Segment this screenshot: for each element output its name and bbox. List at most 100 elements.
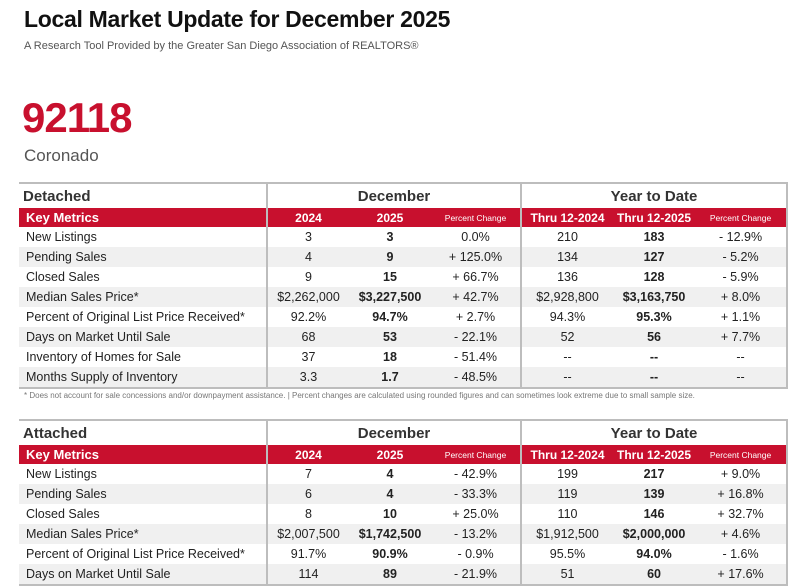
- ytd-prev-value: --: [521, 347, 614, 367]
- month-curr-value: $1,742,500: [349, 524, 431, 544]
- ytd-pct-change: + 9.0%: [695, 464, 789, 484]
- metric-label: Months Supply of Inventory: [19, 367, 267, 389]
- section-header-row: Detached December Year to Date: [19, 182, 789, 208]
- ytd-prev-header: Thru 12-2024: [521, 208, 614, 227]
- ytd-pct-change: + 4.6%: [695, 524, 789, 544]
- month-curr-value: $3,227,500: [349, 287, 431, 307]
- ytd-curr-value: $3,163,750: [613, 287, 696, 307]
- ytd-pct-change: + 7.7%: [695, 327, 789, 347]
- month-pct-change: - 42.9%: [431, 464, 523, 484]
- zip-code: 92118: [22, 94, 132, 141]
- month-curr-value: 53: [349, 327, 431, 347]
- ytd-prev-header: Thru 12-2024: [521, 445, 614, 464]
- ytd-curr-value: 95.3%: [613, 307, 696, 327]
- month-curr-value: 94.7%: [349, 307, 431, 327]
- month-curr-value: 90.9%: [349, 544, 431, 564]
- column-header-row: Key Metrics 2024 2025 Percent Change Thru 12…: [19, 208, 789, 227]
- ytd-group-header: Year to Date: [521, 419, 789, 445]
- ytd-prev-value: --: [521, 367, 614, 389]
- month-prev-value: 37: [266, 347, 349, 367]
- key-metrics-header: Key Metrics: [19, 208, 267, 227]
- month-pct-change: + 42.7%: [431, 287, 523, 307]
- ytd-curr-value: --: [613, 347, 696, 367]
- month-prev-value: 92.2%: [266, 307, 349, 327]
- month-curr-header: 2025: [349, 208, 431, 227]
- month-prev-value: 3: [266, 227, 349, 247]
- section-header-row: Attached December Year to Date: [19, 419, 789, 445]
- ytd-pct-change: - 1.6%: [695, 544, 789, 564]
- month-curr-value: 89: [349, 564, 431, 586]
- ytd-prev-value: $2,928,800: [521, 287, 614, 307]
- ytd-prev-value: 210: [521, 227, 614, 247]
- month-pct-change: - 33.3%: [431, 484, 523, 504]
- month-prev-value: 114: [266, 564, 349, 586]
- ytd-pct-header: Percent Change: [695, 208, 789, 227]
- ytd-pct-change: --: [695, 367, 789, 389]
- ytd-pct-change: - 5.2%: [695, 247, 789, 267]
- month-curr-header: 2025: [349, 445, 431, 464]
- table-row: Percent of Original List Price Received*…: [19, 307, 789, 327]
- metric-label: Pending Sales: [19, 247, 267, 267]
- month-curr-value: 1.7: [349, 367, 431, 389]
- metric-label: Pending Sales: [19, 484, 267, 504]
- month-curr-value: 4: [349, 464, 431, 484]
- month-curr-value: 4: [349, 484, 431, 504]
- month-pct-change: + 2.7%: [431, 307, 523, 327]
- ytd-curr-header: Thru 12-2025: [613, 208, 696, 227]
- table-row: Closed Sales 8 10 + 25.0% 110 146 + 32.7%: [19, 504, 789, 524]
- month-pct-header: Percent Change: [431, 445, 523, 464]
- table-row: Months Supply of Inventory 3.3 1.7- 48.5% -…: [19, 367, 789, 389]
- ytd-prev-value: 94.3%: [521, 307, 614, 327]
- ytd-curr-value: 183: [613, 227, 696, 247]
- ytd-prev-value: 134: [521, 247, 614, 267]
- month-prev-value: $2,007,500: [266, 524, 349, 544]
- month-curr-value: 9: [349, 247, 431, 267]
- month-prev-header: 2024: [266, 208, 349, 227]
- month-prev-value: 9: [266, 267, 349, 287]
- month-prev-value: 6: [266, 484, 349, 504]
- month-pct-change: - 13.2%: [431, 524, 523, 544]
- ytd-pct-change: + 17.6%: [695, 564, 789, 586]
- footnote: * Does not account for sale concessions …: [24, 391, 695, 400]
- ytd-pct-change: + 16.8%: [695, 484, 789, 504]
- detached-metrics-table: Detached December Year to Date Key Metrics 2…: [19, 182, 789, 389]
- metric-label: Closed Sales: [19, 504, 267, 524]
- ytd-pct-change: + 1.1%: [695, 307, 789, 327]
- table-row: Median Sales Price* $2,262,000 $3,227,500 +…: [19, 287, 789, 307]
- metric-label: Days on Market Until Sale: [19, 327, 267, 347]
- month-prev-value: $2,262,000: [266, 287, 349, 307]
- ytd-prev-value: 95.5%: [521, 544, 614, 564]
- ytd-curr-value: 128: [613, 267, 696, 287]
- month-group-header: December: [265, 419, 523, 445]
- month-pct-change: + 125.0%: [431, 247, 523, 267]
- table-row: Days on Market Until Sale 68 53- 22.1% 52 56…: [19, 327, 789, 347]
- month-prev-value: 91.7%: [266, 544, 349, 564]
- table-row: Pending Sales 4 9 + 125.0% 134 127- 5.2%: [19, 247, 789, 267]
- month-pct-header: Percent Change: [431, 208, 523, 227]
- metric-label: Closed Sales: [19, 267, 267, 287]
- ytd-prev-value: 199: [521, 464, 614, 484]
- month-pct-change: + 25.0%: [431, 504, 523, 524]
- table-row: New Listings 7 4- 42.9% 199 217 + 9.0%: [19, 464, 789, 484]
- ytd-group-header: Year to Date: [521, 182, 789, 208]
- section-title: Detached: [19, 182, 267, 208]
- ytd-curr-value: 60: [613, 564, 696, 586]
- ytd-prev-value: 51: [521, 564, 614, 586]
- ytd-prev-value: $1,912,500: [521, 524, 614, 544]
- ytd-pct-change: + 8.0%: [695, 287, 789, 307]
- ytd-curr-value: --: [613, 367, 696, 389]
- report-title: Local Market Update for December 2025: [24, 6, 451, 32]
- ytd-curr-value: 146: [613, 504, 696, 524]
- metric-label: Days on Market Until Sale: [19, 564, 267, 586]
- month-pct-change: - 48.5%: [431, 367, 523, 389]
- table-row: Pending Sales 6 4- 33.3% 119 139 + 16.8%: [19, 484, 789, 504]
- month-prev-value: 7: [266, 464, 349, 484]
- month-pct-change: + 66.7%: [431, 267, 523, 287]
- ytd-curr-value: 217: [613, 464, 696, 484]
- ytd-curr-header: Thru 12-2025: [613, 445, 696, 464]
- metric-label: Median Sales Price*: [19, 524, 267, 544]
- month-curr-value: 10: [349, 504, 431, 524]
- metric-label: New Listings: [19, 227, 267, 247]
- table-row: Median Sales Price* $2,007,500 $1,742,500-…: [19, 524, 789, 544]
- ytd-pct-change: - 5.9%: [695, 267, 789, 287]
